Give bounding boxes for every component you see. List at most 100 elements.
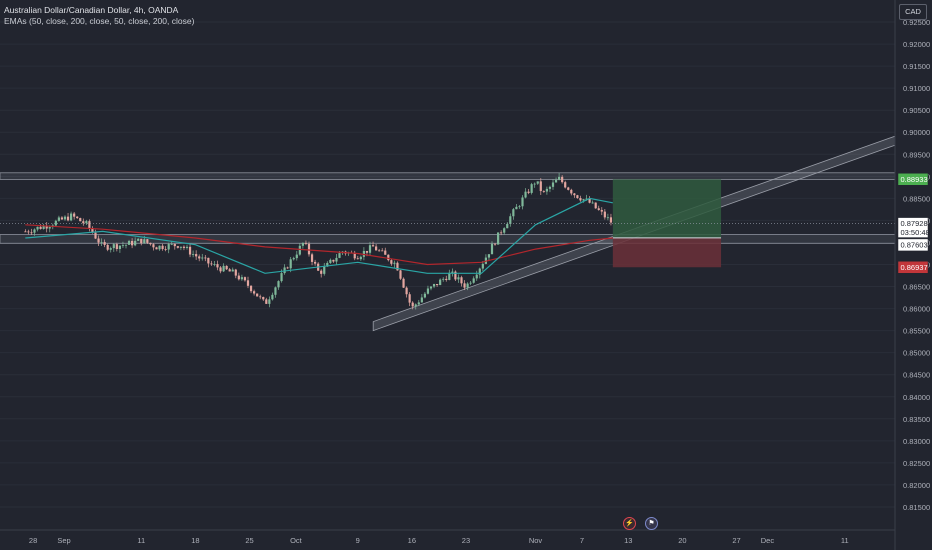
long-position-tool xyxy=(612,179,722,268)
x-tick-label: Nov xyxy=(529,536,543,545)
candle-down xyxy=(204,257,207,259)
candle-up xyxy=(54,220,57,226)
candle-up xyxy=(490,243,494,255)
indicator-legend: EMAs (50, close, 200, close, 50, close, … xyxy=(4,16,195,26)
candle-up xyxy=(457,277,460,280)
candle-up xyxy=(554,179,558,183)
horizontal-zone xyxy=(0,172,896,180)
candle-down xyxy=(265,299,268,304)
stop-zone xyxy=(612,237,722,268)
candle-up xyxy=(231,269,234,272)
candle-up xyxy=(329,259,332,263)
ema200-line xyxy=(25,224,613,266)
candle-down xyxy=(375,246,378,251)
candle-up xyxy=(487,254,491,258)
candle-up xyxy=(326,262,329,267)
candle-down xyxy=(567,187,570,190)
candle-down xyxy=(500,232,503,234)
candle-down xyxy=(411,302,414,307)
candle-down xyxy=(210,263,213,265)
candle-up xyxy=(85,221,88,224)
candle-down xyxy=(378,250,381,252)
candle-up xyxy=(432,284,436,287)
candle-up xyxy=(518,206,521,208)
candle-down xyxy=(564,182,567,188)
ema-lines xyxy=(25,197,613,274)
current-price-tag-box xyxy=(897,217,929,238)
candle-up xyxy=(70,213,73,221)
candle-down xyxy=(79,218,82,222)
candle-up xyxy=(271,294,274,300)
y-tick-label: 0.86000 xyxy=(903,305,930,314)
candle-up xyxy=(420,297,423,303)
x-tick-label: 25 xyxy=(245,536,253,545)
currency-selector[interactable]: CAD xyxy=(899,4,927,20)
candle-down xyxy=(60,217,64,220)
candle-up xyxy=(515,206,518,210)
x-tick-label: 18 xyxy=(191,536,199,545)
candle-down xyxy=(66,216,70,221)
candle-down xyxy=(310,254,314,262)
candle-up xyxy=(295,254,298,259)
candle-up xyxy=(359,256,362,260)
candle-down xyxy=(149,242,152,245)
candle-up xyxy=(213,264,216,265)
entry-price-tag: 0.87603 xyxy=(897,238,929,252)
candle-up xyxy=(134,240,137,246)
candle-down xyxy=(384,250,387,255)
candle-up xyxy=(323,266,326,274)
x-tick-label: 28 xyxy=(29,536,37,545)
candle-down xyxy=(460,277,463,284)
candle-up xyxy=(497,232,500,245)
candle-up xyxy=(240,277,243,280)
candle-up xyxy=(558,176,561,180)
candle-up xyxy=(338,253,341,258)
candle-up xyxy=(426,288,430,294)
candle-up xyxy=(530,184,533,193)
candle-down xyxy=(155,247,158,250)
candle-down xyxy=(353,252,356,259)
y-tick-label: 0.89500 xyxy=(903,150,930,159)
candle-down xyxy=(381,250,384,252)
x-tick-label: Sep xyxy=(57,536,70,545)
candle-up xyxy=(469,282,472,284)
candle-up xyxy=(503,228,506,233)
candle-down xyxy=(219,267,222,272)
candle-up xyxy=(274,287,277,295)
candle-up xyxy=(533,183,536,185)
candle-up xyxy=(545,188,548,192)
candle-up xyxy=(393,262,396,264)
candle-down xyxy=(195,254,198,257)
entry-price-tag-box xyxy=(897,238,929,252)
flag-icon[interactable]: ⚑ xyxy=(645,517,658,530)
candle-down xyxy=(103,242,106,245)
x-tick-label: Dec xyxy=(761,536,775,545)
candle-down xyxy=(527,191,530,193)
candle-down xyxy=(396,262,399,271)
candle-down xyxy=(307,243,311,255)
flash-icon[interactable]: ⚡ xyxy=(623,517,636,530)
candle-up xyxy=(478,268,481,275)
candle-up xyxy=(301,242,304,246)
stop-price-tag-box xyxy=(897,261,929,274)
symbol-title: Australian Dollar/Canadian Dollar, 4h, O… xyxy=(4,5,179,15)
x-tick-label: 16 xyxy=(408,536,416,545)
y-tick-label: 0.81500 xyxy=(903,503,930,512)
candle-up xyxy=(268,299,271,304)
candle-up xyxy=(277,281,280,288)
x-tick-label: 11 xyxy=(137,536,145,545)
y-tick-label: 0.92000 xyxy=(903,40,930,49)
candle-up xyxy=(137,238,140,241)
candle-down xyxy=(91,228,94,233)
candle-up xyxy=(472,278,475,283)
candle-up xyxy=(283,267,286,274)
candle-down xyxy=(408,294,411,303)
candle-up xyxy=(451,271,454,273)
candle-down xyxy=(579,198,582,201)
candle-down xyxy=(542,191,545,192)
candle-up xyxy=(143,239,146,244)
candle-down xyxy=(243,277,247,281)
candle-up xyxy=(417,302,420,305)
